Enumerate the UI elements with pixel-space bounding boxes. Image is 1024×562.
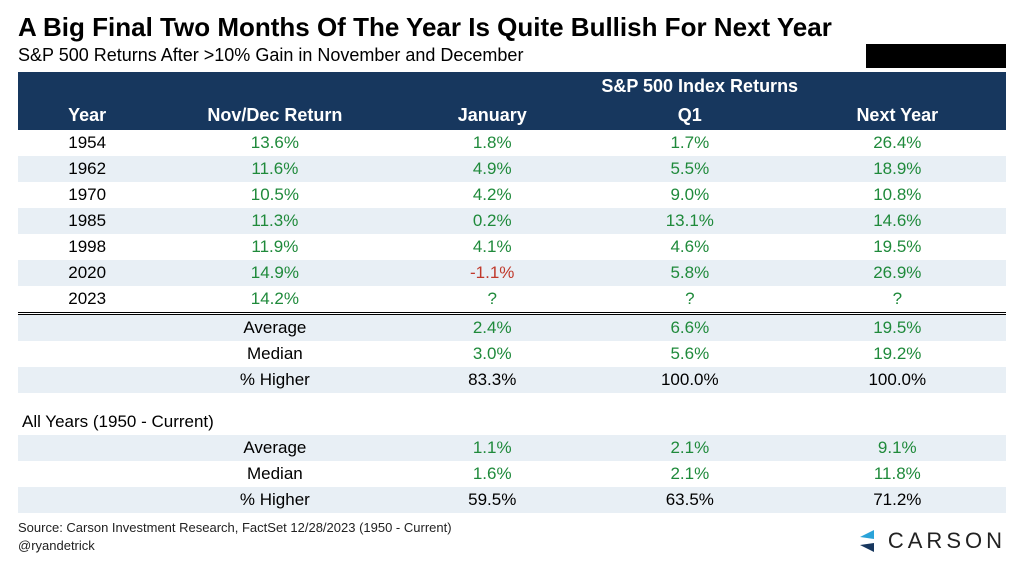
carson-logo-icon xyxy=(854,528,880,554)
summary2-row-average: Average 1.1% 2.1% 9.1% xyxy=(18,435,1006,461)
cell-q1: 5.8% xyxy=(591,260,789,286)
cell-q1: 2.1% xyxy=(591,435,789,461)
header-blank xyxy=(18,72,156,101)
cell-q1: 9.0% xyxy=(591,182,789,208)
cell-jan: 4.1% xyxy=(393,234,591,260)
cell-q1: 13.1% xyxy=(591,208,789,234)
cell-jan: 59.5% xyxy=(393,487,591,513)
cell-novdec: 11.6% xyxy=(156,156,393,182)
summary2-row-median: Median 1.6% 2.1% 11.8% xyxy=(18,461,1006,487)
chart-subtitle: S&P 500 Returns After >10% Gain in Novem… xyxy=(18,45,1006,66)
header-year: Year xyxy=(18,101,156,130)
cell-year: 1985 xyxy=(18,208,156,234)
carson-logo-text: CARSON xyxy=(888,528,1006,554)
cell-novdec: 11.9% xyxy=(156,234,393,260)
cell-jan: 0.2% xyxy=(393,208,591,234)
summary-row-average: Average 2.4% 6.6% 19.5% xyxy=(18,314,1006,342)
table-row: 1962 11.6% 4.9% 5.5% 18.9% xyxy=(18,156,1006,182)
cell-novdec: 14.9% xyxy=(156,260,393,286)
cell-nextyear: 9.1% xyxy=(789,435,1006,461)
cell-jan: 1.8% xyxy=(393,130,591,156)
cell-nextyear: 10.8% xyxy=(789,182,1006,208)
cell-novdec: 14.2% xyxy=(156,286,393,314)
cell-jan: 4.9% xyxy=(393,156,591,182)
cell-year: 2023 xyxy=(18,286,156,314)
cell-nextyear: 19.2% xyxy=(789,341,1006,367)
summary-row-higher: % Higher 83.3% 100.0% 100.0% xyxy=(18,367,1006,393)
cell-q1: 2.1% xyxy=(591,461,789,487)
cell-q1: 1.7% xyxy=(591,130,789,156)
cell-nextyear: 26.9% xyxy=(789,260,1006,286)
cell-jan: 83.3% xyxy=(393,367,591,393)
cell-jan: 4.2% xyxy=(393,182,591,208)
section-label: All Years (1950 - Current) xyxy=(18,409,1006,435)
cell-jan: 1.1% xyxy=(393,435,591,461)
cell-jan: 1.6% xyxy=(393,461,591,487)
returns-table: S&P 500 Index Returns Year Nov/Dec Retur… xyxy=(18,72,1006,513)
table-row: 1970 10.5% 4.2% 9.0% 10.8% xyxy=(18,182,1006,208)
summary-label: % Higher xyxy=(156,487,393,513)
summary-row-median: Median 3.0% 5.6% 19.2% xyxy=(18,341,1006,367)
chart-title: A Big Final Two Months Of The Year Is Qu… xyxy=(18,12,1006,43)
source-line: Source: Carson Investment Research, Fact… xyxy=(18,519,452,537)
cell-q1: ? xyxy=(591,286,789,314)
section-label-row: All Years (1950 - Current) xyxy=(18,409,1006,435)
summary-label: % Higher xyxy=(156,367,393,393)
source-block: Source: Carson Investment Research, Fact… xyxy=(18,519,452,554)
cell-year: 1954 xyxy=(18,130,156,156)
table-row: 2020 14.9% -1.1% 5.8% 26.9% xyxy=(18,260,1006,286)
cell-novdec: 11.3% xyxy=(156,208,393,234)
cell-nextyear: 26.4% xyxy=(789,130,1006,156)
cell-q1: 5.6% xyxy=(591,341,789,367)
cell-jan: 3.0% xyxy=(393,341,591,367)
cell-novdec: 10.5% xyxy=(156,182,393,208)
cell-q1: 6.6% xyxy=(591,314,789,342)
cell-q1: 4.6% xyxy=(591,234,789,260)
cell-jan: -1.1% xyxy=(393,260,591,286)
redaction-box xyxy=(866,44,1006,68)
carson-logo: CARSON xyxy=(854,528,1006,554)
cell-nextyear: ? xyxy=(789,286,1006,314)
header-blank xyxy=(156,72,393,101)
summary2-row-higher: % Higher 59.5% 63.5% 71.2% xyxy=(18,487,1006,513)
header-nextyear: Next Year xyxy=(789,101,1006,130)
summary-label: Median xyxy=(156,461,393,487)
table-row: 1985 11.3% 0.2% 13.1% 14.6% xyxy=(18,208,1006,234)
cell-q1: 5.5% xyxy=(591,156,789,182)
cell-jan: ? xyxy=(393,286,591,314)
cell-year: 1970 xyxy=(18,182,156,208)
cell-nextyear: 71.2% xyxy=(789,487,1006,513)
header-span-label: S&P 500 Index Returns xyxy=(393,72,1006,101)
table-row: 1998 11.9% 4.1% 4.6% 19.5% xyxy=(18,234,1006,260)
cell-nextyear: 19.5% xyxy=(789,314,1006,342)
cell-nextyear: 19.5% xyxy=(789,234,1006,260)
table-row: 2023 14.2% ? ? ? xyxy=(18,286,1006,314)
cell-q1: 63.5% xyxy=(591,487,789,513)
cell-nextyear: 11.8% xyxy=(789,461,1006,487)
cell-jan: 2.4% xyxy=(393,314,591,342)
cell-year: 1962 xyxy=(18,156,156,182)
spacer-row xyxy=(18,393,1006,409)
summary-label: Median xyxy=(156,341,393,367)
source-handle: @ryandetrick xyxy=(18,537,452,555)
cell-q1: 100.0% xyxy=(591,367,789,393)
header-novdec: Nov/Dec Return xyxy=(156,101,393,130)
cell-nextyear: 18.9% xyxy=(789,156,1006,182)
cell-nextyear: 100.0% xyxy=(789,367,1006,393)
cell-novdec: 13.6% xyxy=(156,130,393,156)
header-q1: Q1 xyxy=(591,101,789,130)
header-jan: January xyxy=(393,101,591,130)
cell-nextyear: 14.6% xyxy=(789,208,1006,234)
summary-label: Average xyxy=(156,314,393,342)
cell-year: 2020 xyxy=(18,260,156,286)
summary-label: Average xyxy=(156,435,393,461)
cell-year: 1998 xyxy=(18,234,156,260)
table-row: 1954 13.6% 1.8% 1.7% 26.4% xyxy=(18,130,1006,156)
